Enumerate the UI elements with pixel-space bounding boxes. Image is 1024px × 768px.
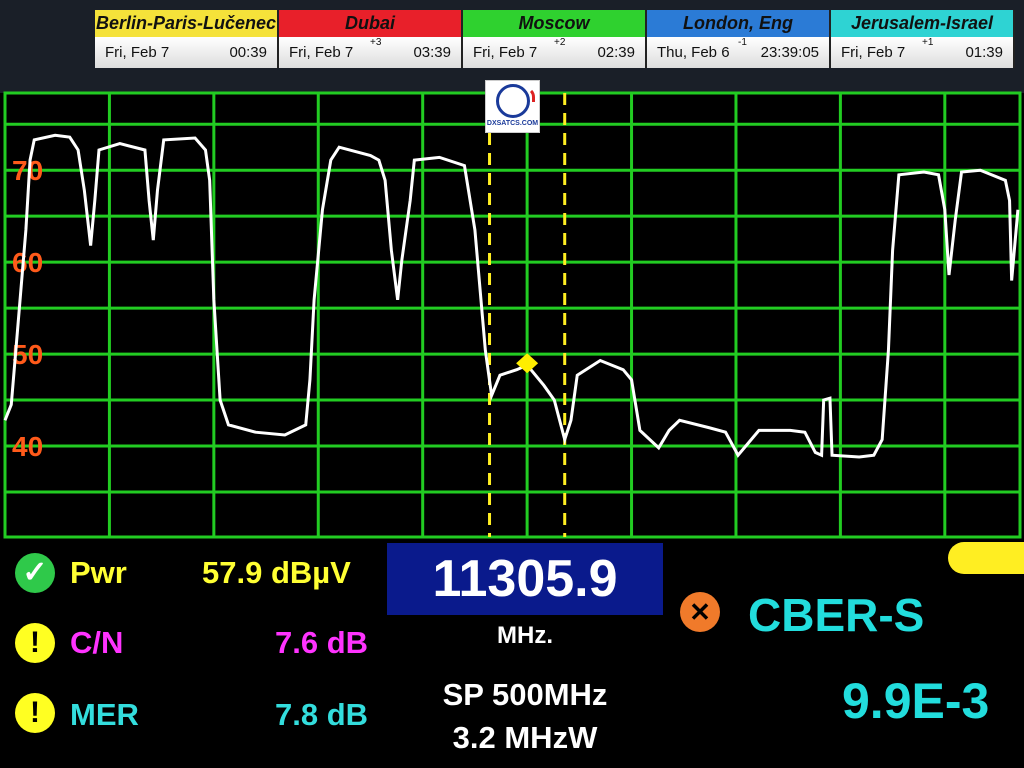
plot-border xyxy=(3,91,1022,539)
clock-time: 03:39 xyxy=(413,44,451,61)
clock-date: Fri, Feb 7 xyxy=(473,44,538,61)
clock-time: 23:39:05 xyxy=(760,44,819,61)
clock-offset: +2 xyxy=(554,37,566,48)
satellite-dish-icon xyxy=(495,84,535,118)
clock-2: Moscow Fri, Feb 7 +2 02:39 xyxy=(463,10,647,68)
y-tick-label: 60 xyxy=(12,247,43,278)
warning-icon: ! xyxy=(15,623,55,663)
pwr-label: Pwr xyxy=(70,555,127,590)
check-icon: ✓ xyxy=(15,553,55,593)
clock-city: Jerusalem-Israel xyxy=(831,10,1013,37)
clock-offset: +1 xyxy=(922,37,934,48)
clock-date: Fri, Feb 7 xyxy=(841,44,906,61)
pwr-value: 57.9 dBµV xyxy=(202,555,351,590)
spectrum-trace xyxy=(3,133,1020,459)
clock-time-row: Thu, Feb 6 -1 23:39:05 xyxy=(647,37,829,68)
cn-label: C/N xyxy=(70,625,124,660)
clock-4: Jerusalem-Israel Fri, Feb 7 +1 01:39 xyxy=(831,10,1015,68)
error-x-icon: ✕ xyxy=(680,592,720,632)
warning-icon: ! xyxy=(15,693,55,733)
clock-time: 02:39 xyxy=(597,44,635,61)
span-value: SP 500MHz xyxy=(442,677,608,712)
frequency-marker xyxy=(516,353,539,374)
clock-3: London, Eng Thu, Feb 6 -1 23:39:05 xyxy=(647,10,831,68)
clock-offset: +3 xyxy=(370,37,382,48)
spectrum-screen xyxy=(0,93,1024,768)
cn-value: 7.6 dB xyxy=(275,625,369,660)
clock-time: 00:39 xyxy=(229,44,267,61)
bandwidth-value: 3.2 MHzW xyxy=(452,720,598,755)
y-tick-label: 40 xyxy=(12,431,43,462)
clock-city: Berlin-Paris-Lučenec xyxy=(95,10,277,37)
clock-time-row: Fri, Feb 7 +2 02:39 xyxy=(463,37,645,68)
clock-1: Dubai Fri, Feb 7 +3 03:39 xyxy=(279,10,463,68)
lock-indicator xyxy=(948,542,1024,574)
cber-label: CBER-S xyxy=(748,589,925,641)
clock-date: Fri, Feb 7 xyxy=(289,44,354,61)
mer-label: MER xyxy=(70,697,139,732)
mer-value: 7.8 dB xyxy=(275,697,369,732)
world-clock-bar: Berlin-Paris-Lučenec Fri, Feb 7 00:39 Duba… xyxy=(95,10,1015,68)
clock-time-row: Fri, Feb 7 00:39 xyxy=(95,37,277,68)
clock-0: Berlin-Paris-Lučenec Fri, Feb 7 00:39 xyxy=(95,10,279,68)
clock-time: 01:39 xyxy=(965,44,1003,61)
frequency-display[interactable]: 11305.9 xyxy=(387,543,663,615)
clock-city: Moscow xyxy=(463,10,645,37)
clock-city: London, Eng xyxy=(647,10,829,37)
clock-date: Thu, Feb 6 xyxy=(657,44,730,61)
clock-city: Dubai xyxy=(279,10,461,37)
dxsatcs-logo: DXSATCS.COM xyxy=(485,80,540,133)
clock-time-row: Fri, Feb 7 +3 03:39 xyxy=(279,37,461,68)
cber-value: 9.9E-3 xyxy=(842,673,990,729)
clock-offset: -1 xyxy=(738,37,747,48)
frequency-unit: MHz. xyxy=(497,622,553,649)
clock-time-row: Fri, Feb 7 +1 01:39 xyxy=(831,37,1013,68)
clock-date: Fri, Feb 7 xyxy=(105,44,170,61)
